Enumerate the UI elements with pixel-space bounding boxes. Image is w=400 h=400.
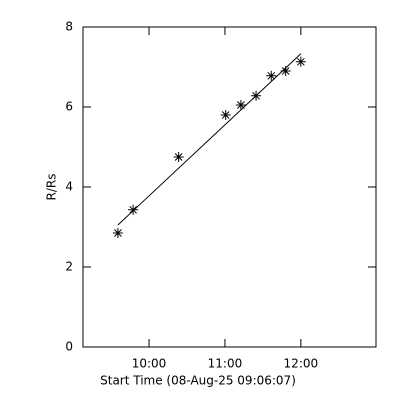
data-point	[112, 228, 123, 238]
data-point	[295, 56, 306, 67]
plot-frame	[82, 26, 377, 348]
x-tick-label: 10:00	[132, 357, 167, 371]
y-tick-label: 4	[65, 180, 73, 194]
y-tick-label: 8	[65, 20, 73, 34]
data-point	[235, 100, 246, 110]
data-point	[128, 204, 139, 215]
fit-line	[117, 53, 302, 226]
data-point	[266, 70, 277, 81]
x-tick-label: 11:00	[208, 357, 243, 371]
data-point	[280, 66, 291, 76]
x-tick-label: 12:00	[284, 357, 319, 371]
data-point	[220, 110, 231, 120]
y-tick-label: 0	[65, 340, 73, 354]
x-axis-label: Start Time (08-Aug-25 09:06:07)	[100, 374, 296, 388]
data-point	[173, 152, 184, 162]
y-tick-label: 2	[65, 260, 73, 274]
y-axis-label: R/Rs	[45, 174, 59, 201]
y-tick-label: 6	[65, 100, 73, 114]
